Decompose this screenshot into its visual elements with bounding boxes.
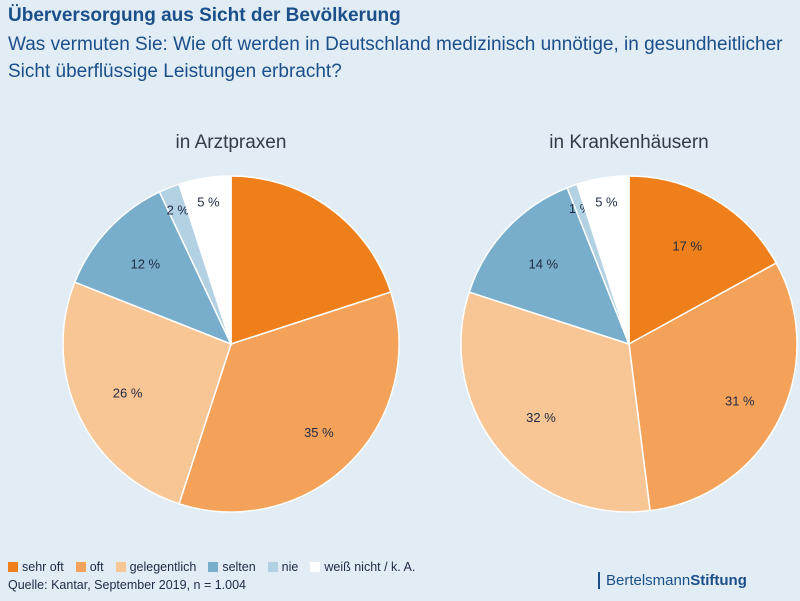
slice-label: 31 % [725, 393, 755, 408]
slice-label: 35 % [304, 425, 334, 440]
pie-slice [73, 190, 233, 346]
chart-title: Überversorgung aus Sicht der Bevölkerung [8, 5, 401, 26]
legend-label: sehr oft [22, 560, 64, 574]
brand-bold: Stiftung [690, 572, 747, 589]
pie-slice [460, 291, 651, 513]
pie-slice [576, 175, 630, 345]
slice-label: 12 % [130, 257, 160, 272]
pie-title: in Krankenhäusern [549, 132, 709, 153]
slice-label: 26 % [113, 386, 143, 401]
slice-label: 14 % [528, 257, 558, 272]
slice-label: 32 % [526, 410, 556, 425]
legend-item: gelegentlich [115, 560, 197, 574]
legend-swatch [208, 562, 219, 572]
legend-swatch [75, 562, 86, 572]
legend-item: sehr oft [8, 560, 64, 574]
pie-slice [628, 175, 778, 346]
slice-label: 2 % [167, 203, 190, 218]
legend-swatch [8, 562, 18, 572]
brand-logo: BertelsmannStiftung [598, 572, 747, 589]
pie-slice [628, 262, 798, 512]
pie-slice [62, 281, 232, 505]
pie-1: in Arztpraxen 35 % 26 % 12 % 2 % 5 % [62, 132, 400, 513]
legend: sehr oft oft gelegentlich selten nie weiß nic… [8, 560, 415, 574]
legend-item: weiß nicht / k. A. [310, 560, 415, 574]
legend-label: oft [89, 560, 104, 574]
legend-item: nie [267, 560, 299, 574]
pie-slice [178, 291, 400, 513]
slice-label: 5 % [197, 194, 220, 209]
pie-slice [468, 186, 631, 346]
source-note: Quelle: Kantar, September 2019, n = 1.00… [8, 578, 247, 592]
legend-label: gelegentlich [129, 560, 197, 574]
legend-swatch [115, 562, 126, 572]
legend-item: selten [208, 560, 256, 574]
pie-charts: in Arztpraxen 35 % 26 % 12 % 2 % 5 % in Kranke… [62, 132, 798, 513]
slice-label: 17 % [672, 239, 702, 254]
pie-slice [178, 175, 232, 345]
legend-label: weiß nicht / k. A. [324, 560, 416, 574]
legend-item: oft [75, 560, 104, 574]
pie-slice [230, 175, 392, 346]
chart-subtitle: Was vermuten Sie: Wie oft werden in Deut… [8, 34, 783, 82]
legend-label: selten [222, 560, 256, 574]
brand-regular: Bertelsmann [606, 572, 691, 589]
legend-swatch [267, 562, 278, 572]
pie-title: in Arztpraxen [176, 132, 287, 153]
legend-label: nie [281, 560, 299, 574]
slice-label: 5 % [595, 194, 618, 209]
legend-swatch [310, 562, 321, 572]
